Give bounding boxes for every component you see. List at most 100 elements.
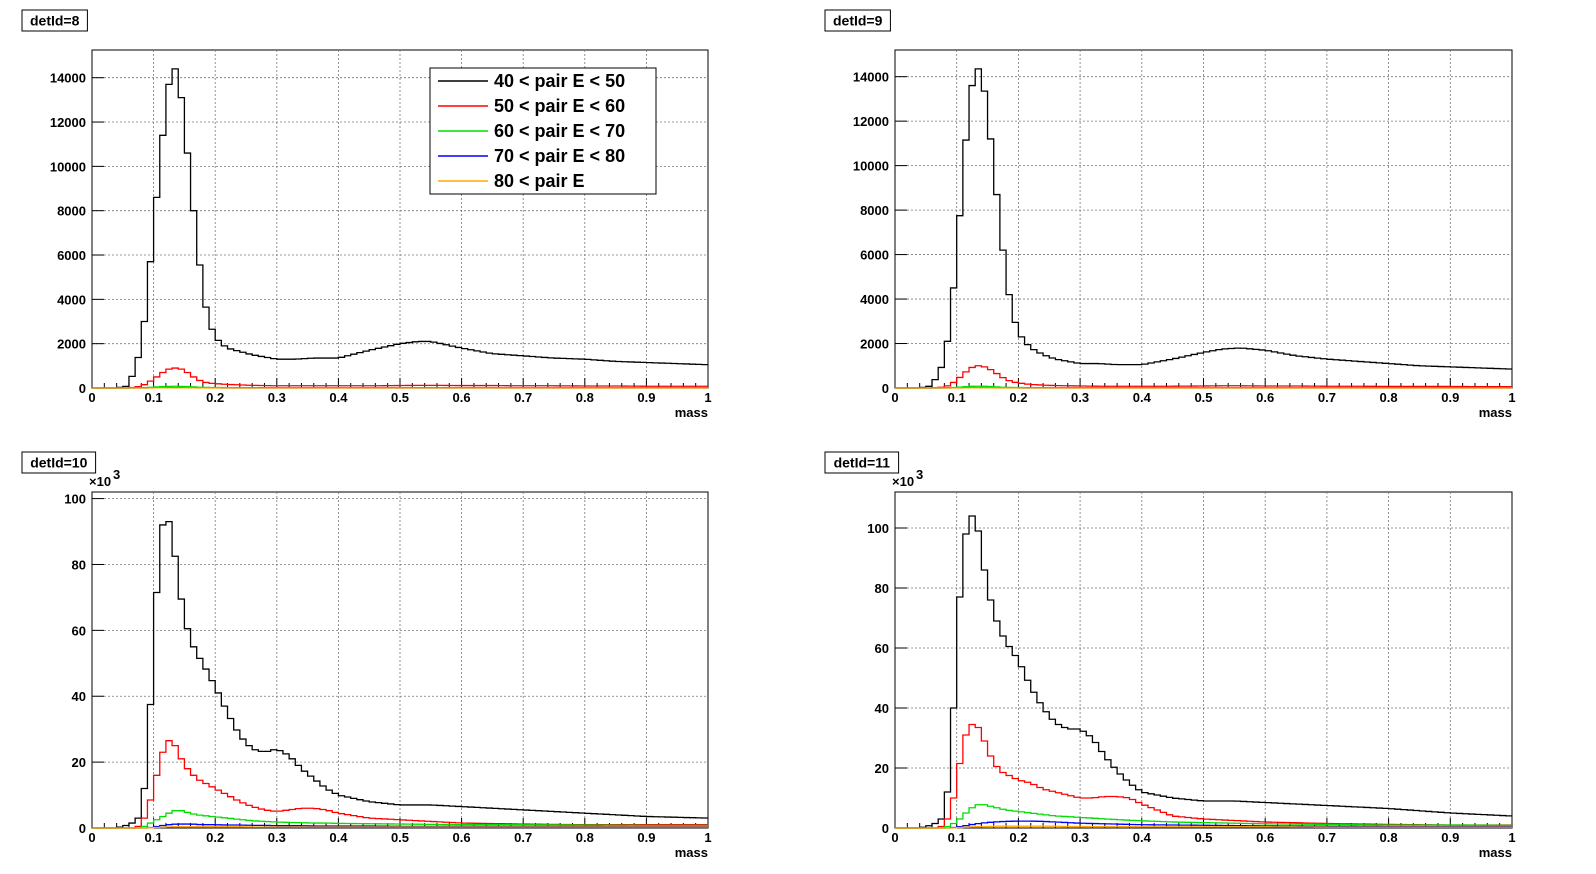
legend-entry-3: 70 < pair E < 80 bbox=[494, 146, 625, 166]
y-tick-label: 0 bbox=[882, 381, 889, 396]
panel-1: detId=9 0 0.1 0.2 0.3 0.4 0.5 0.6 0.7 0.8 0.9 1 0 200… bbox=[824, 9, 1516, 420]
y-tick-label: 2000 bbox=[57, 337, 86, 352]
series-line-2 bbox=[92, 810, 708, 829]
x-tick-label: 0.7 bbox=[1318, 390, 1336, 405]
y-tick-label: 60 bbox=[875, 641, 889, 656]
x-tick-label: 0.9 bbox=[1441, 390, 1459, 405]
y-multiplier: ×10 bbox=[892, 474, 914, 489]
y-tick-label: 0 bbox=[79, 821, 86, 836]
y-tick-label: 8000 bbox=[57, 204, 86, 219]
y-tick-label: 80 bbox=[875, 581, 889, 596]
chart-title: detId=10 bbox=[30, 455, 87, 471]
series-line-0 bbox=[92, 68, 708, 389]
x-tick-label: 1 bbox=[1508, 390, 1515, 405]
series-line-2 bbox=[895, 804, 1512, 829]
x-tick-label: 0 bbox=[88, 390, 95, 405]
x-tick-label: 0.3 bbox=[268, 830, 286, 845]
x-tick-label: 0.2 bbox=[1009, 390, 1027, 405]
y-tick-label: 0 bbox=[882, 821, 889, 836]
x-tick-label: 0.3 bbox=[268, 390, 286, 405]
x-tick-label: 0.7 bbox=[1318, 830, 1336, 845]
panel-0: detId=8 0 0.1 0.2 0.3 0.4 0.5 0.6 0.7 0.8 0.9 1 0 200… bbox=[21, 9, 712, 420]
y-tick-label: 10000 bbox=[50, 159, 86, 174]
x-tick-label: 0.1 bbox=[948, 390, 966, 405]
x-tick-label: 0.7 bbox=[514, 390, 532, 405]
series-line-4 bbox=[895, 825, 1512, 829]
y-tick-label: 4000 bbox=[860, 292, 889, 307]
chart-title: detId=8 bbox=[30, 13, 80, 29]
x-tick-label: 0.9 bbox=[637, 390, 655, 405]
y-tick-label: 60 bbox=[72, 623, 86, 638]
x-tick-label: 0.6 bbox=[453, 830, 471, 845]
x-tick-label: 0.2 bbox=[206, 830, 224, 845]
y-tick-label: 40 bbox=[72, 689, 86, 704]
x-tick-label: 0.4 bbox=[1133, 830, 1152, 845]
title-box bbox=[824, 451, 900, 474]
y-multiplier-exponent: 3 bbox=[113, 467, 120, 482]
series-line-3 bbox=[895, 820, 1512, 829]
y-tick-label: 40 bbox=[875, 701, 889, 716]
x-tick-label: 0.8 bbox=[1380, 830, 1398, 845]
y-tick-label: 6000 bbox=[57, 248, 86, 263]
x-tick-label: 0.8 bbox=[576, 830, 594, 845]
x-tick-label: 0.5 bbox=[1194, 830, 1212, 845]
x-tick-label: 0.5 bbox=[391, 830, 409, 845]
x-axis-label: mass bbox=[1479, 845, 1512, 860]
chart-title: detId=11 bbox=[834, 455, 891, 471]
x-tick-label: 1 bbox=[1508, 830, 1515, 845]
series-line-0 bbox=[895, 68, 1512, 389]
y-tick-label: 100 bbox=[64, 492, 86, 507]
y-tick-label: 20 bbox=[72, 755, 86, 770]
y-tick-label: 8000 bbox=[860, 203, 889, 218]
panel-2: detId=10 0 0.1 0.2 0.3 0.4 0.5 0.6 0.7 0.8 0.9 1 0 20… bbox=[21, 451, 712, 860]
x-tick-label: 0.6 bbox=[1256, 390, 1274, 405]
x-tick-label: 0.3 bbox=[1071, 390, 1089, 405]
x-tick-label: 0.1 bbox=[145, 390, 163, 405]
y-tick-label: 100 bbox=[867, 521, 889, 536]
legend-entry-1: 50 < pair E < 60 bbox=[494, 96, 625, 116]
x-tick-label: 0.8 bbox=[576, 390, 594, 405]
x-tick-label: 0.5 bbox=[391, 390, 409, 405]
x-tick-label: 0.9 bbox=[1441, 830, 1459, 845]
x-tick-label: 0.4 bbox=[329, 390, 348, 405]
y-tick-label: 12000 bbox=[853, 114, 889, 129]
series-line-4 bbox=[92, 826, 708, 829]
x-tick-label: 0 bbox=[891, 390, 898, 405]
y-tick-label: 2000 bbox=[860, 337, 889, 352]
y-tick-label: 12000 bbox=[50, 115, 86, 130]
y-tick-label: 0 bbox=[79, 381, 86, 396]
x-tick-label: 0.4 bbox=[329, 830, 348, 845]
x-tick-label: 0.9 bbox=[637, 830, 655, 845]
series-line-0 bbox=[92, 520, 708, 829]
y-tick-label: 14000 bbox=[50, 71, 86, 86]
y-tick-label: 4000 bbox=[57, 292, 86, 307]
x-axis-label: mass bbox=[675, 845, 708, 860]
chart-title: detId=9 bbox=[833, 13, 883, 29]
x-tick-label: 0.8 bbox=[1380, 390, 1398, 405]
legend-entry-0: 40 < pair E < 50 bbox=[494, 71, 625, 91]
x-axis-label: mass bbox=[1479, 405, 1512, 420]
x-tick-label: 0.3 bbox=[1071, 830, 1089, 845]
y-tick-label: 20 bbox=[875, 761, 889, 776]
series-line-1 bbox=[895, 365, 1512, 389]
x-tick-label: 0.2 bbox=[1009, 830, 1027, 845]
title-box bbox=[21, 9, 88, 32]
series-line-1 bbox=[92, 367, 708, 389]
x-tick-label: 0 bbox=[891, 830, 898, 845]
x-tick-label: 0.2 bbox=[206, 390, 224, 405]
y-multiplier-exponent: 3 bbox=[916, 467, 923, 482]
x-tick-label: 0.6 bbox=[1256, 830, 1274, 845]
y-tick-label: 14000 bbox=[853, 70, 889, 85]
x-axis-label: mass bbox=[675, 405, 708, 420]
y-tick-label: 80 bbox=[72, 557, 86, 572]
title-box bbox=[21, 451, 97, 474]
x-tick-label: 0.6 bbox=[453, 390, 471, 405]
x-tick-label: 1 bbox=[704, 390, 711, 405]
x-tick-label: 0.7 bbox=[514, 830, 532, 845]
y-tick-label: 6000 bbox=[860, 248, 889, 263]
x-tick-label: 0.5 bbox=[1194, 390, 1212, 405]
x-tick-label: 0.1 bbox=[948, 830, 966, 845]
x-tick-label: 0.4 bbox=[1133, 390, 1152, 405]
title-box bbox=[824, 9, 891, 32]
